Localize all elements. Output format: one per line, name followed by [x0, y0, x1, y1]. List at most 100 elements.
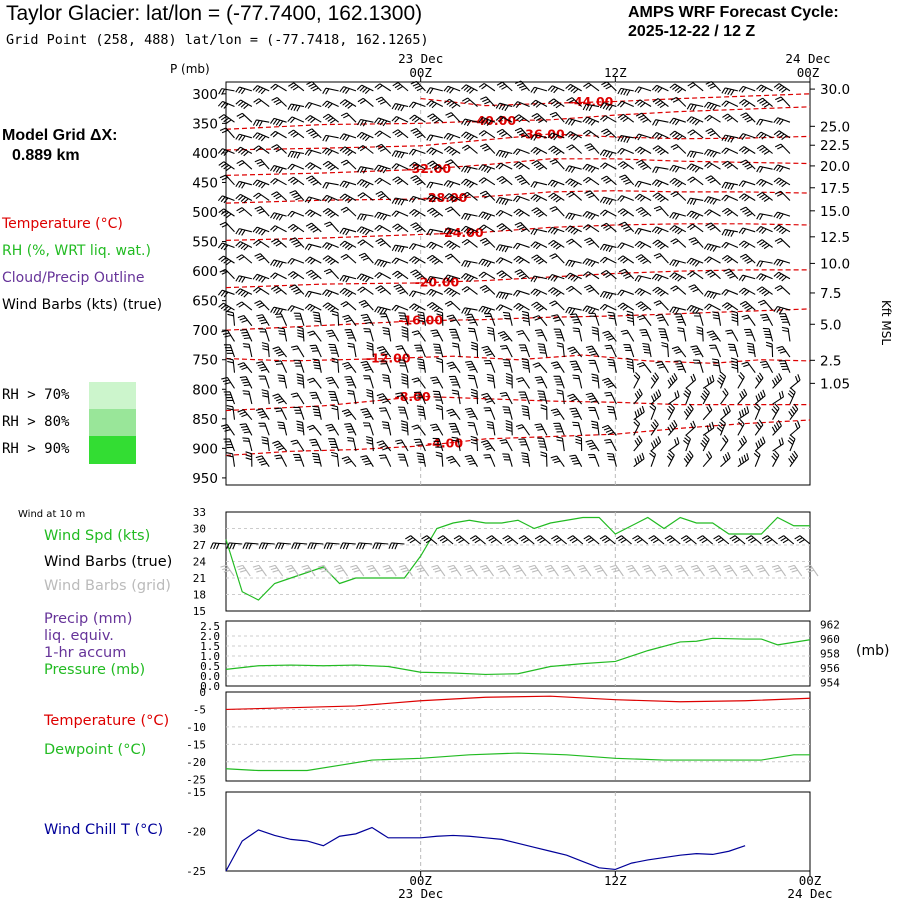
- wind-barb-grid-path: [479, 564, 495, 577]
- cross-section-wind-barb: [756, 226, 773, 234]
- cross-section-wind-barb: [304, 243, 322, 251]
- cross-section-wind-barb: [716, 418, 726, 436]
- cross-section-wind-barb-path: [619, 221, 635, 233]
- wind-barb-true: [437, 535, 454, 545]
- cross-section-wind-barb: [253, 192, 270, 201]
- cross-section-wind-barb-path: [341, 408, 357, 421]
- cross-section-wind-barb: [686, 257, 704, 267]
- cross-section-wind-barb: [304, 115, 322, 124]
- cross-section-wind-barb-path: [379, 313, 392, 326]
- cross-section-wind-barb: [496, 175, 513, 186]
- cross-section-wind-barb-path: [376, 440, 392, 452]
- cross-section-wind-barb: [773, 130, 791, 141]
- cross-section-wind-barb-path: [756, 260, 773, 268]
- cross-section-wind-barb-path: [599, 303, 617, 311]
- cross-section-wind-barb: [445, 112, 461, 123]
- cross-section-wind-barb-path: [704, 290, 721, 299]
- cross-section-wind-barb: [634, 240, 652, 249]
- cross-section-wind-barb-path: [461, 144, 478, 154]
- cross-section-wind-barb-path: [502, 406, 513, 420]
- cross-section-wind-barb: [670, 191, 687, 201]
- cross-section-wind-barb-path: [409, 114, 426, 123]
- cross-section-wind-barb-path: [471, 341, 479, 358]
- cross-section-wind-barb-path: [360, 455, 374, 467]
- wind-barb-true-path: [421, 535, 438, 545]
- cross-section-wind-barb: [356, 179, 374, 189]
- cross-section-wind-barb: [375, 190, 392, 201]
- cross-section-wind-barb-path: [411, 330, 426, 342]
- cross-section-wind-barb-path: [599, 290, 617, 300]
- cross-section-wind-barb-path: [391, 115, 409, 123]
- cross-section-wind-barb: [778, 313, 791, 326]
- cross-section-wind-barb: [730, 357, 739, 373]
- cross-section-wind-barb-path: [443, 240, 461, 250]
- wind-barb-grid: [577, 564, 592, 577]
- cross-section-wind-barb: [772, 390, 785, 405]
- cross-section-wind-barb: [374, 117, 391, 127]
- cross-section-wind-barb: [432, 390, 444, 405]
- cross-section-wind-barb: [668, 437, 680, 452]
- cross-section-wind-barb-path: [374, 211, 391, 221]
- cross-section-wind-barb-path: [565, 118, 582, 126]
- wind-barb-true-path: [453, 535, 470, 545]
- cross-section-wind-barb-path: [306, 81, 322, 92]
- cross-section-wind-barb: [478, 82, 496, 92]
- cross-section-wind-barb: [532, 315, 548, 327]
- cross-section-wind-barb-path: [293, 359, 305, 373]
- wind-barb-true: [583, 535, 600, 545]
- cross-section-wind-barb: [290, 439, 305, 452]
- cross-section-wind-barb: [339, 274, 357, 283]
- wind-barb-true: [372, 542, 389, 550]
- cross-section-wind-barb: [705, 81, 721, 92]
- cross-section-wind-barb: [277, 327, 288, 342]
- page-title: Taylor Glacier: lat/lon = (-77.7400, 162…: [6, 2, 423, 25]
- cross-section-wind-barb-path: [392, 82, 409, 92]
- cross-section-wind-barb-path: [741, 314, 756, 327]
- cross-section-wind-barb: [569, 454, 583, 467]
- cross-section-wind-barb-path: [270, 117, 287, 127]
- cross-section-wind-barb-path: [737, 372, 745, 389]
- cross-section-wind-barb: [409, 303, 426, 312]
- cross-section-wind-barb-path: [309, 344, 322, 358]
- cross-section-wind-barb-path: [582, 258, 600, 268]
- cross-section-wind-barb-path: [652, 286, 669, 297]
- wind-barb-grid: [252, 564, 267, 577]
- cross-section-wind-barb: [550, 455, 565, 467]
- cross-section-wind-barb: [599, 290, 617, 300]
- cross-section-wind-barb-path: [261, 389, 270, 405]
- cross-section-wind-barb: [651, 84, 669, 93]
- cross-section-wind-barb: [444, 98, 461, 109]
- cross-section-wind-barb-path: [704, 114, 721, 123]
- cross-section-wind-barb-path: [565, 212, 582, 221]
- cross-section-wind-barb: [669, 130, 687, 141]
- cross-section-wind-barb-path: [426, 181, 443, 189]
- cross-section-wind-barb-path: [363, 328, 374, 342]
- cross-section-wind-barb-path: [530, 194, 548, 203]
- cross-section-wind-barb: [287, 223, 305, 233]
- cross-section-wind-barb: [312, 358, 322, 373]
- cross-section-wind-barb: [409, 161, 426, 170]
- cross-section-wind-barb: [731, 310, 739, 326]
- cross-section-wind-barb-path: [634, 133, 652, 141]
- cross-section-wind-barb: [304, 256, 322, 265]
- cross-section-wind-barb: [548, 98, 565, 109]
- precip-y-tick-label: 0.5: [200, 660, 220, 673]
- cross-section-wind-barb-path: [617, 135, 634, 143]
- cross-section-wind-barb: [588, 453, 600, 467]
- cross-section-wind-barb: [653, 205, 669, 217]
- cross-section-wind-barb: [430, 329, 444, 342]
- cross-section-wind-barb-path: [363, 422, 374, 436]
- cross-section-wind-barb: [702, 421, 715, 436]
- wind-barb-grid: [804, 564, 819, 577]
- cross-section-wind-barb: [534, 423, 548, 436]
- cross-section-wind-barb: [235, 193, 253, 204]
- cross-section-wind-barb-path: [287, 150, 305, 159]
- cross-section-wind-barb-path: [721, 134, 738, 143]
- cross-section-wind-barb: [668, 390, 680, 405]
- cross-section-wind-barb: [391, 244, 409, 253]
- cross-section-wind-barb: [619, 174, 635, 186]
- cross-section-wind-barb: [226, 405, 236, 420]
- cross-section-wind-barb: [756, 286, 773, 297]
- cross-section-wind-barb-path: [738, 85, 756, 93]
- cross-section-wind-barb: [408, 148, 426, 156]
